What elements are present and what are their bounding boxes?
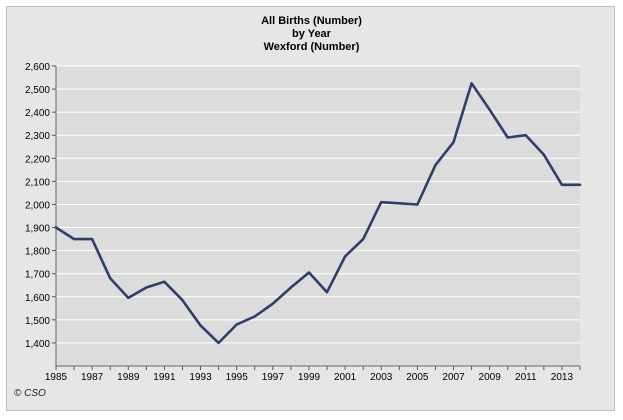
x-tick-label: 1991 xyxy=(153,372,176,383)
x-tick-label: 1999 xyxy=(298,372,321,383)
y-tick-label: 2,500 xyxy=(25,85,50,96)
y-tick-label: 2,300 xyxy=(25,131,50,142)
y-tick-label: 1,400 xyxy=(25,339,50,350)
x-tick-label: 2003 xyxy=(370,372,393,383)
x-tick-label: 2007 xyxy=(442,372,465,383)
x-tick-label: 1987 xyxy=(81,372,104,383)
y-tick-label: 2,100 xyxy=(25,177,50,188)
y-tick-label: 1,800 xyxy=(25,247,50,258)
y-tick-label: 1,900 xyxy=(25,224,50,235)
x-tick-label: 1995 xyxy=(226,372,249,383)
chart-title-line-1: All Births (Number) xyxy=(261,15,362,27)
y-tick-label: 2,200 xyxy=(25,154,50,165)
plot-area xyxy=(56,66,580,366)
x-tick-label: 1993 xyxy=(189,372,212,383)
x-tick-label: 2011 xyxy=(515,372,537,383)
x-tick-label: 1985 xyxy=(45,372,68,383)
y-tick-label: 1,500 xyxy=(25,316,50,327)
x-tick-label: 2013 xyxy=(551,372,574,383)
chart-title-line-2: by Year xyxy=(292,28,331,40)
chart-title: All Births (Number) by Year Wexford (Num… xyxy=(0,15,623,54)
y-tick-label: 1,700 xyxy=(25,270,50,281)
y-tick-label: 2,600 xyxy=(25,62,50,73)
y-tick-label: 1,600 xyxy=(25,293,50,304)
x-tick-label: 2001 xyxy=(334,372,357,383)
x-tick-label: 2009 xyxy=(479,372,502,383)
x-tick-label: 2005 xyxy=(406,372,429,383)
copyright-text: © CSO xyxy=(14,388,46,399)
x-tick-label: 1997 xyxy=(262,372,285,383)
y-tick-label: 2,400 xyxy=(25,108,50,119)
chart-title-line-3: Wexford (Number) xyxy=(263,41,360,53)
y-tick-label: 2,000 xyxy=(25,200,50,211)
x-tick-label: 1989 xyxy=(117,372,140,383)
series-line xyxy=(54,82,582,345)
